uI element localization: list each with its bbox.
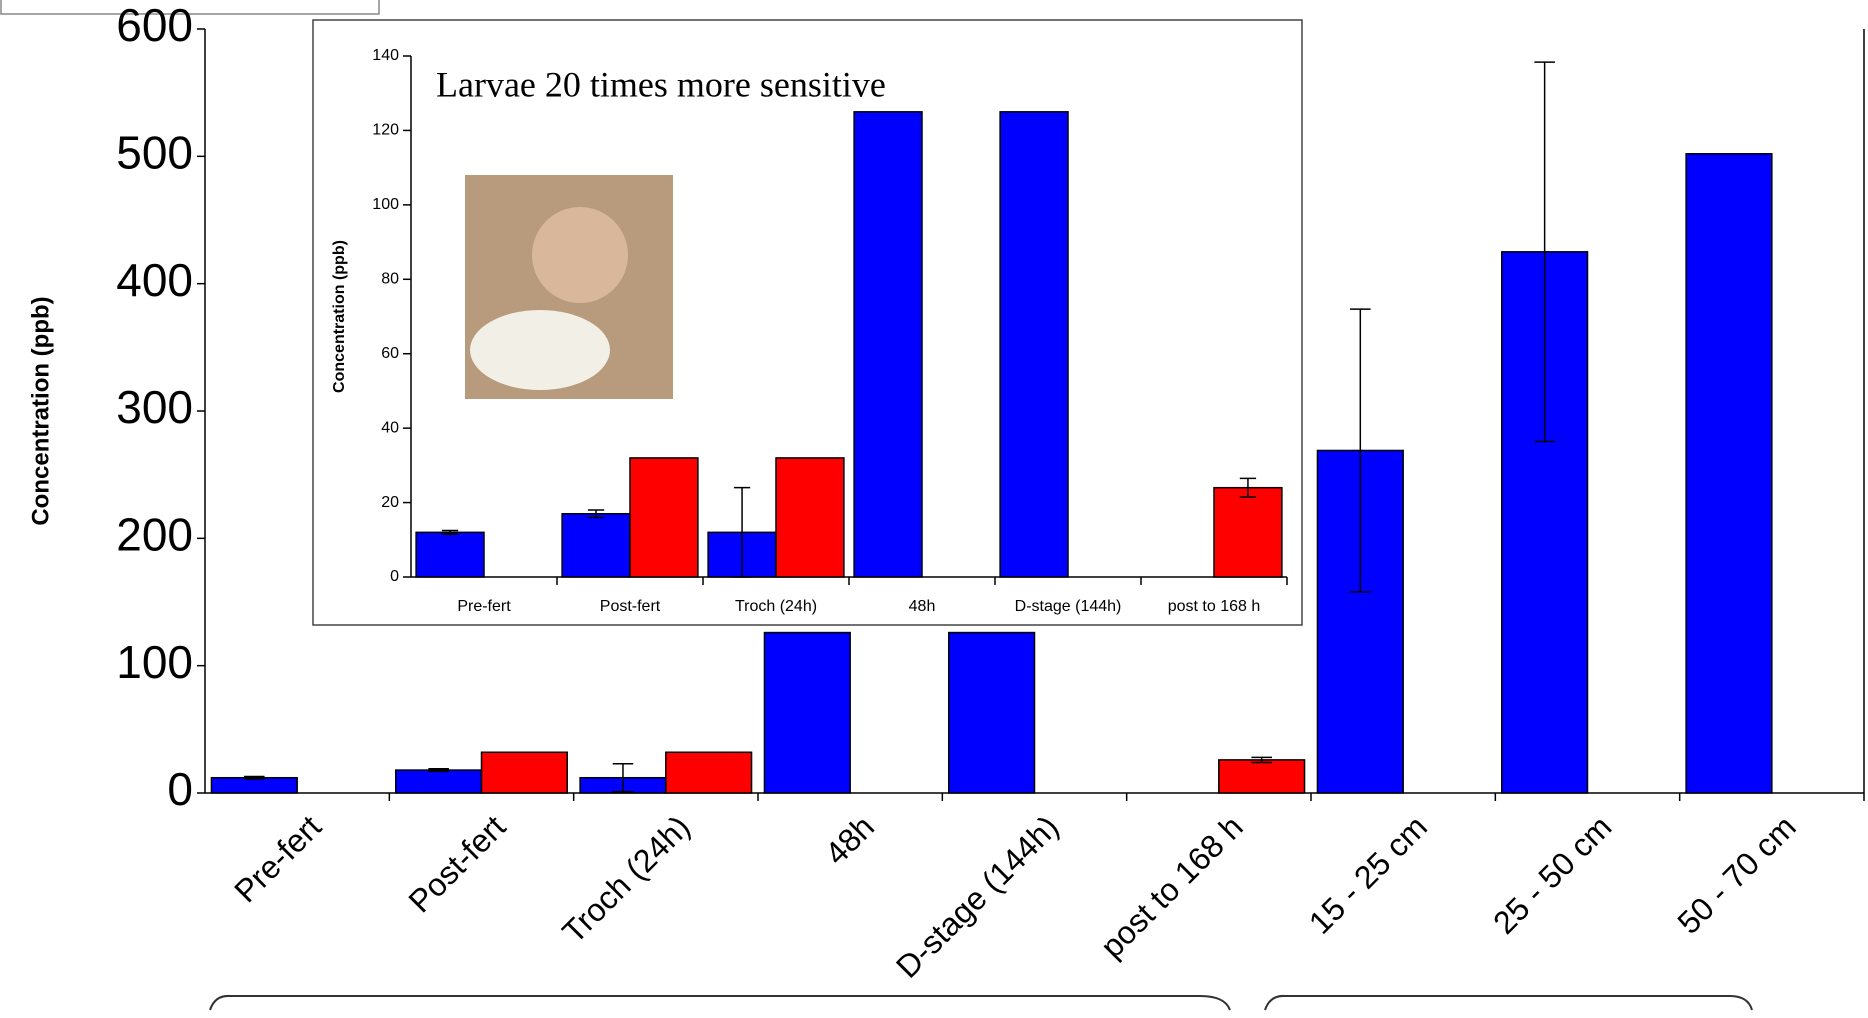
x-tick-label: Pre-fert	[227, 808, 328, 909]
x-tick-label: Post-fert	[401, 808, 512, 919]
bracket-larvae	[209, 994, 1231, 1011]
error-bar	[428, 768, 449, 773]
x-tick-label: Post-fert	[600, 598, 661, 615]
bar	[480, 751, 568, 794]
error-bar	[1239, 477, 1257, 498]
bar	[948, 631, 1036, 794]
bar	[561, 512, 631, 578]
bar	[210, 776, 298, 794]
y-tick-label: 20	[381, 494, 399, 511]
bar	[415, 531, 485, 578]
x-tick-label: 48h	[909, 598, 936, 615]
inset-chart: 0 20 40 60 80 100 120 140 Concentration (ppb) Pre…	[331, 47, 1288, 615]
y-tick-label: 100	[116, 636, 193, 688]
bar	[999, 111, 1069, 578]
annotation: Larvae 20 times more sensitive	[436, 64, 886, 104]
y-tick-label: 120	[372, 122, 399, 139]
x-tick-label: 48h	[818, 808, 881, 871]
x-tick-label: 25 - 50 cm	[1486, 808, 1618, 940]
photo-face	[532, 207, 628, 303]
x-tick-label: 15 - 25 cm	[1302, 808, 1434, 940]
y-tick-label: 40	[381, 419, 399, 436]
bar	[775, 457, 845, 578]
y-tick-label: 60	[381, 345, 399, 362]
x-tick-label: Pre-fert	[457, 598, 511, 615]
bar	[853, 111, 923, 578]
error-bar	[1534, 61, 1555, 443]
y-axis-label: Concentration (ppb)	[27, 296, 54, 525]
error-bar	[244, 775, 265, 780]
x-tick-label: Troch (24h)	[555, 808, 697, 950]
error-bar	[441, 529, 459, 535]
y-tick-label: 80	[381, 271, 399, 288]
error-bar	[612, 762, 634, 793]
y-tick-label: 600	[116, 0, 193, 51]
corner-box	[0, 0, 380, 15]
x-tick-label: Troch (24h)	[735, 598, 817, 615]
bar	[395, 769, 483, 794]
error-bar	[1350, 308, 1371, 593]
bar	[1213, 486, 1283, 578]
y-tick-label: 100	[372, 196, 399, 213]
bar	[665, 751, 753, 794]
bar	[1218, 759, 1306, 794]
bracket-adults	[1264, 994, 1753, 1011]
x-tick-label: D-stage (144h)	[889, 808, 1065, 984]
error-bar	[587, 509, 605, 519]
y-axis-label: Concentration (ppb)	[331, 240, 348, 393]
x-tick-label: post to 168 h	[1093, 808, 1249, 964]
y-tick-label: 200	[116, 508, 193, 560]
bar	[629, 457, 699, 578]
bar	[1685, 153, 1773, 794]
y-tick-label: 500	[116, 126, 193, 178]
y-tick-label: 400	[116, 254, 193, 306]
y-tick-label: 140	[372, 47, 399, 64]
x-tick-label: D-stage (144h)	[1015, 598, 1122, 615]
x-tick-label: 50 - 70 cm	[1670, 808, 1802, 940]
x-tick-label: post to 168 h	[1168, 598, 1261, 615]
photo-microscope	[470, 310, 610, 390]
bar	[763, 631, 851, 794]
y-tick-label: 0	[167, 763, 193, 815]
error-bar	[1251, 756, 1272, 764]
error-bar	[733, 486, 751, 578]
y-tick-label: 0	[390, 568, 399, 585]
y-tick-label: 300	[116, 381, 193, 433]
